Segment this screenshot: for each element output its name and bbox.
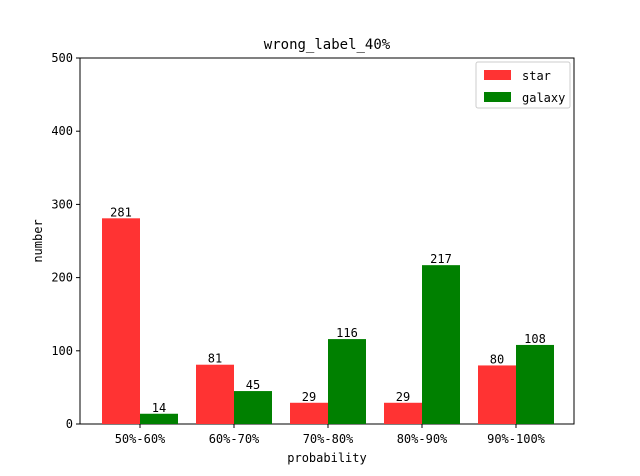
y-tick-label: 400 <box>51 124 73 138</box>
bar-star-1 <box>102 218 140 424</box>
data-label-galaxy-1: 14 <box>152 401 166 415</box>
legend-swatch-galaxy <box>484 92 511 102</box>
bars-group <box>102 218 554 424</box>
bar-star-5 <box>478 365 516 424</box>
bar-galaxy-2 <box>234 391 272 424</box>
bar-star-2 <box>196 364 234 424</box>
data-label-star-4: 29 <box>396 390 410 404</box>
x-tick-label: 80%-90% <box>397 432 448 446</box>
data-label-galaxy-5: 108 <box>524 332 546 346</box>
y-axis-label: number <box>31 219 45 262</box>
data-label-star-5: 80 <box>490 352 504 366</box>
bar-galaxy-3 <box>328 339 366 424</box>
x-axis: 50%-60% 60%-70% 70%-80% 80%-90% 90%-100% <box>115 424 546 446</box>
x-tick-label: 60%-70% <box>209 432 260 446</box>
bar-galaxy-5 <box>516 344 554 424</box>
y-tick-label: 200 <box>51 271 73 285</box>
legend-label-galaxy: galaxy <box>522 91 565 105</box>
data-label-galaxy-3: 116 <box>336 326 358 340</box>
y-tick-label: 500 <box>51 51 73 65</box>
y-tick-label: 0 <box>66 417 73 431</box>
data-label-galaxy-4: 217 <box>430 252 452 266</box>
y-tick-label: 300 <box>51 197 73 211</box>
x-tick-label: 70%-80% <box>303 432 354 446</box>
chart-title: wrong_label_40% <box>264 37 391 53</box>
data-label-star-2: 81 <box>208 352 222 366</box>
data-label-star-1: 281 <box>110 205 132 219</box>
legend-swatch-star <box>484 70 511 80</box>
x-axis-label: probability <box>287 451 366 465</box>
legend: star galaxy <box>475 61 571 109</box>
legend-label-star: star <box>522 69 551 83</box>
bar-star-4 <box>384 402 422 424</box>
y-tick-label: 100 <box>51 344 73 358</box>
data-labels-group: 281 14 81 45 29 116 29 217 80 108 <box>110 205 546 414</box>
x-tick-label: 50%-60% <box>115 432 166 446</box>
bar-galaxy-1 <box>140 413 178 424</box>
x-tick-label: 90%-100% <box>487 432 546 446</box>
bar-galaxy-4 <box>422 265 460 424</box>
y-axis: 0 100 200 300 400 500 <box>51 51 80 431</box>
data-label-star-3: 29 <box>302 390 316 404</box>
data-label-galaxy-2: 45 <box>246 378 260 392</box>
bar-star-3 <box>290 402 328 424</box>
